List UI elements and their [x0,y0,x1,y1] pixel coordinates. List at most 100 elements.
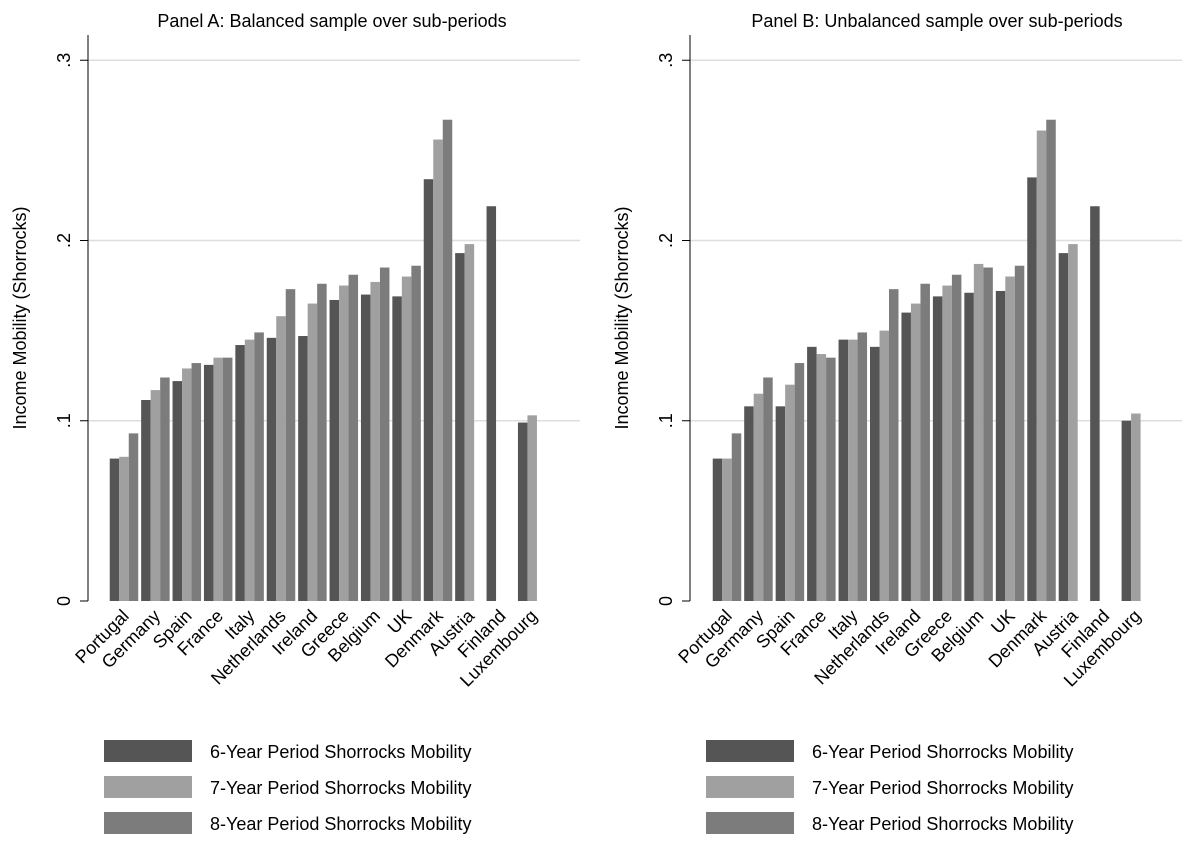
bar [744,406,754,601]
bar [191,363,202,601]
bar [901,312,911,601]
bar [285,289,296,601]
bar [266,337,277,601]
y-tick-label: .3 [656,53,676,68]
legend-swatch [706,740,794,762]
legend-swatch [706,812,794,834]
y-tick-label: .3 [54,53,74,68]
y-tick-label: .2 [54,233,74,248]
bar [1046,119,1056,602]
bar [464,244,475,602]
bar [160,377,170,601]
bar [816,354,827,601]
bar [317,283,327,601]
legend-label: 7-Year Period Shorrocks Mobility [210,778,471,798]
bar [360,294,371,601]
bar [1036,130,1047,601]
bar [254,332,264,601]
bar [731,433,742,601]
bar [838,339,849,601]
bar [235,345,245,601]
bar [1014,265,1025,601]
bar [423,179,434,601]
bar [339,285,349,601]
bar [848,339,858,601]
bar [486,206,497,601]
bar [128,433,139,601]
bar [1068,244,1078,602]
y-tick-label: .2 [656,233,676,248]
bar [753,393,764,601]
bar [973,263,984,601]
bar [775,406,786,601]
bar [392,296,402,601]
bar [983,267,993,601]
bar [307,303,318,601]
bar [109,458,120,601]
bar [119,456,129,601]
y-tick-label: .1 [656,413,676,428]
bar [942,285,952,601]
bar [1058,253,1069,601]
bar [379,267,390,601]
bar [517,422,528,601]
legend-label: 6-Year Period Shorrocks Mobility [812,742,1073,762]
bar [794,363,805,601]
legend-swatch [706,776,794,798]
legend-swatch [104,776,192,798]
y-axis-label: Income Mobility (Shorrocks) [10,206,30,429]
bar [141,400,151,601]
legend-label: 8-Year Period Shorrocks Mobility [210,814,471,834]
bar [370,281,380,601]
y-axis-label: Income Mobility (Shorrocks) [612,206,632,429]
bar [401,276,412,601]
bar [329,299,340,601]
bar [150,390,161,601]
y-tick-label: .1 [54,413,74,428]
bar [951,274,962,601]
bar [348,274,359,601]
bar [879,330,889,601]
bar [826,357,836,601]
y-tick-label: 0 [54,596,74,606]
bar [920,283,930,601]
bar [1090,206,1100,601]
bar [1027,177,1037,601]
bar [807,346,817,601]
bar [932,296,943,601]
bar [722,458,732,601]
bar [244,339,255,601]
bar [411,265,421,601]
chart-title: Panel A: Balanced sample over sub-period… [157,11,506,31]
bar [785,384,795,601]
legend-swatch [104,812,192,834]
bar [995,290,1006,601]
bar [857,332,868,601]
chart-title: Panel B: Unbalanced sample over sub-peri… [751,11,1122,31]
bar [1005,276,1015,601]
bar [910,303,921,601]
legend-label: 7-Year Period Shorrocks Mobility [812,778,1073,798]
bar [870,346,880,601]
bar [527,415,537,601]
bar [276,316,286,601]
bar [763,377,773,601]
bar [712,458,723,601]
bar [203,364,214,601]
bar [222,357,233,601]
bar [433,139,443,601]
bar [182,368,192,601]
bar [213,357,223,601]
bar [964,292,974,601]
bar [172,381,183,601]
y-tick-label: 0 [656,596,676,606]
legend-label: 6-Year Period Shorrocks Mobility [210,742,471,762]
bar [1121,420,1132,601]
bar [889,289,899,601]
bar [442,119,453,602]
legend-label: 8-Year Period Shorrocks Mobility [812,814,1073,834]
bar [455,253,465,601]
legend-swatch [104,740,192,762]
bar [1131,413,1141,601]
